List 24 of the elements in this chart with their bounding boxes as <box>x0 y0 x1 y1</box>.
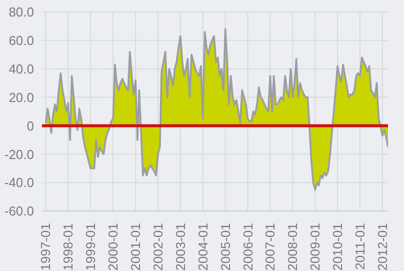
y-tick-label: 20.0 <box>8 90 34 105</box>
x-tick-label: 2005-01 <box>218 223 233 271</box>
x-tick-label: 1999-01 <box>83 223 98 271</box>
y-tick-label: -40.0 <box>4 175 34 190</box>
x-tick-label: 1997-01 <box>38 223 54 271</box>
x-tick-label: 2006-01 <box>240 223 256 271</box>
x-tick-label: 2009-01 <box>308 223 323 271</box>
x-tick-label: 2002-01 <box>150 223 166 271</box>
y-tick-label: 40.0 <box>8 61 34 76</box>
y-tick-label: -20.0 <box>4 146 34 162</box>
y-tick-label: -60.0 <box>4 204 34 219</box>
x-tick-label: 2004-01 <box>195 223 210 271</box>
x-tick-label: 2000-01 <box>106 223 121 271</box>
x-tick-label: 2007-01 <box>262 223 278 271</box>
x-tick-label: 2010-01 <box>330 223 346 271</box>
y-tick-label: 0 <box>26 118 34 134</box>
x-tick-label: 2008-01 <box>285 223 300 271</box>
x-tick-label: 2001-01 <box>128 223 144 271</box>
y-tick-label: 60.0 <box>8 33 34 48</box>
x-tick-label: 2012-01 <box>374 223 390 271</box>
x-tick-label: 1998-01 <box>60 223 76 271</box>
x-tick-label: 2011-01 <box>352 223 368 270</box>
x-tick-label: 2003-01 <box>172 223 188 271</box>
y-tick-label: 80.0 <box>8 4 34 20</box>
